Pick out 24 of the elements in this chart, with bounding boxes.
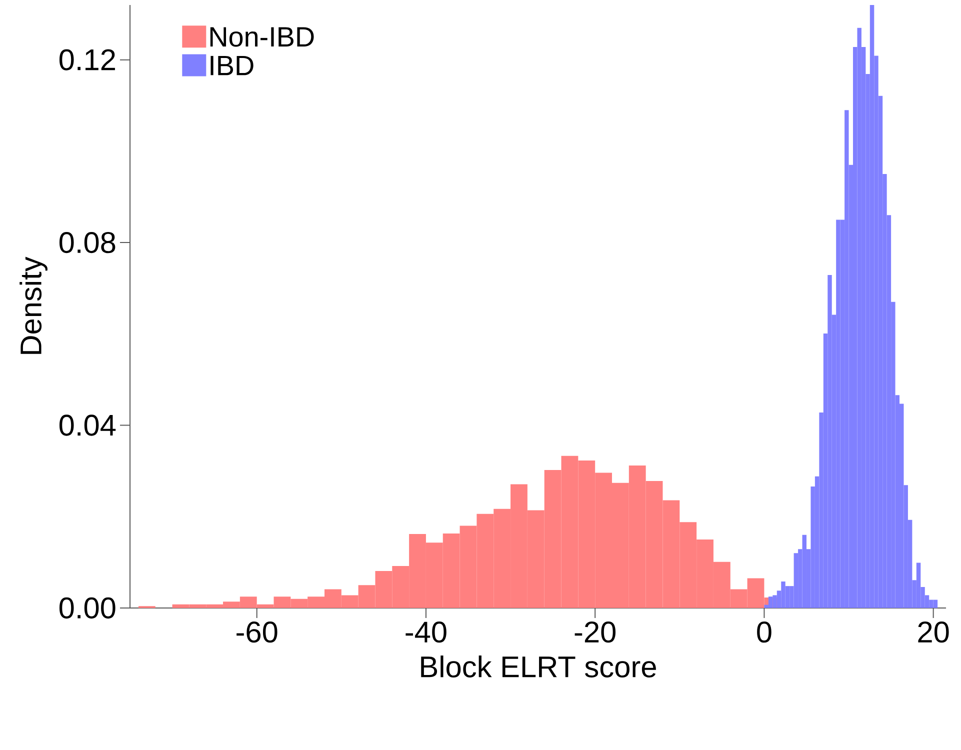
bar: [781, 582, 786, 608]
bar: [768, 596, 773, 608]
bar: [802, 534, 806, 608]
legend-label: Non-IBD: [210, 27, 314, 47]
legend-label: IBD: [210, 56, 254, 76]
x-tick-label: 0: [757, 622, 772, 643]
bar: [828, 274, 832, 608]
x-tick-label: 20: [918, 622, 949, 643]
bar: [844, 110, 849, 608]
x-axis-title: Block ELRT score: [421, 656, 656, 678]
y-axis-title: Density: [20, 256, 48, 354]
bar: [916, 562, 921, 608]
x-tick-label: -40: [406, 622, 446, 643]
x-tick-label: -20: [574, 622, 616, 643]
x-tick-label: -60: [236, 622, 278, 643]
bar: [794, 553, 798, 608]
y-tick-label: 0.08: [59, 232, 116, 254]
bar: [933, 600, 938, 608]
y-tick-label: 0.00: [59, 597, 116, 619]
bar: [836, 220, 840, 608]
bar: [870, 4, 874, 608]
y-tick-label: 0.04: [59, 414, 116, 436]
y-tick-label: 0.12: [59, 49, 115, 70]
bar: [857, 28, 862, 608]
